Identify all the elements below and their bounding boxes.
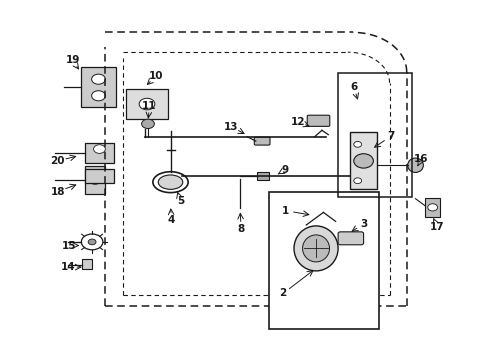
Circle shape (89, 176, 101, 184)
FancyBboxPatch shape (338, 232, 364, 245)
Text: 6: 6 (350, 82, 357, 92)
Text: 5: 5 (177, 196, 184, 206)
Text: 13: 13 (224, 122, 239, 132)
Circle shape (88, 239, 96, 245)
Text: 19: 19 (65, 55, 80, 66)
Text: 2: 2 (280, 288, 287, 298)
Circle shape (354, 178, 362, 184)
Bar (269, 192, 379, 329)
Bar (425, 198, 440, 217)
Text: 1: 1 (282, 206, 289, 216)
Circle shape (139, 98, 155, 110)
Bar (82, 259, 92, 269)
Text: 15: 15 (61, 240, 76, 251)
Bar (85, 169, 114, 183)
FancyBboxPatch shape (254, 137, 270, 145)
Ellipse shape (294, 226, 338, 271)
Text: 18: 18 (50, 186, 65, 197)
Text: 17: 17 (430, 222, 444, 232)
Text: 9: 9 (282, 165, 289, 175)
Circle shape (354, 154, 373, 168)
Text: 14: 14 (61, 262, 76, 272)
Circle shape (94, 145, 105, 153)
Bar (350, 132, 377, 189)
Circle shape (92, 74, 105, 84)
Ellipse shape (303, 235, 330, 262)
Ellipse shape (158, 175, 183, 189)
Bar (338, 73, 412, 197)
Circle shape (354, 141, 362, 147)
Bar (85, 166, 105, 194)
Bar (85, 143, 114, 163)
Circle shape (142, 119, 154, 129)
Text: 20: 20 (50, 156, 65, 166)
Bar (257, 172, 269, 180)
Bar (126, 89, 168, 119)
Circle shape (428, 204, 438, 211)
Text: 8: 8 (238, 224, 245, 234)
FancyBboxPatch shape (307, 115, 330, 126)
Text: 12: 12 (291, 117, 305, 127)
Text: 7: 7 (387, 131, 395, 141)
Text: 4: 4 (168, 215, 175, 225)
Bar (81, 67, 116, 107)
Text: 11: 11 (142, 101, 157, 111)
Text: 3: 3 (360, 219, 367, 229)
Ellipse shape (408, 158, 423, 172)
Text: 16: 16 (414, 154, 429, 164)
Circle shape (92, 91, 105, 101)
Text: 10: 10 (148, 71, 163, 81)
